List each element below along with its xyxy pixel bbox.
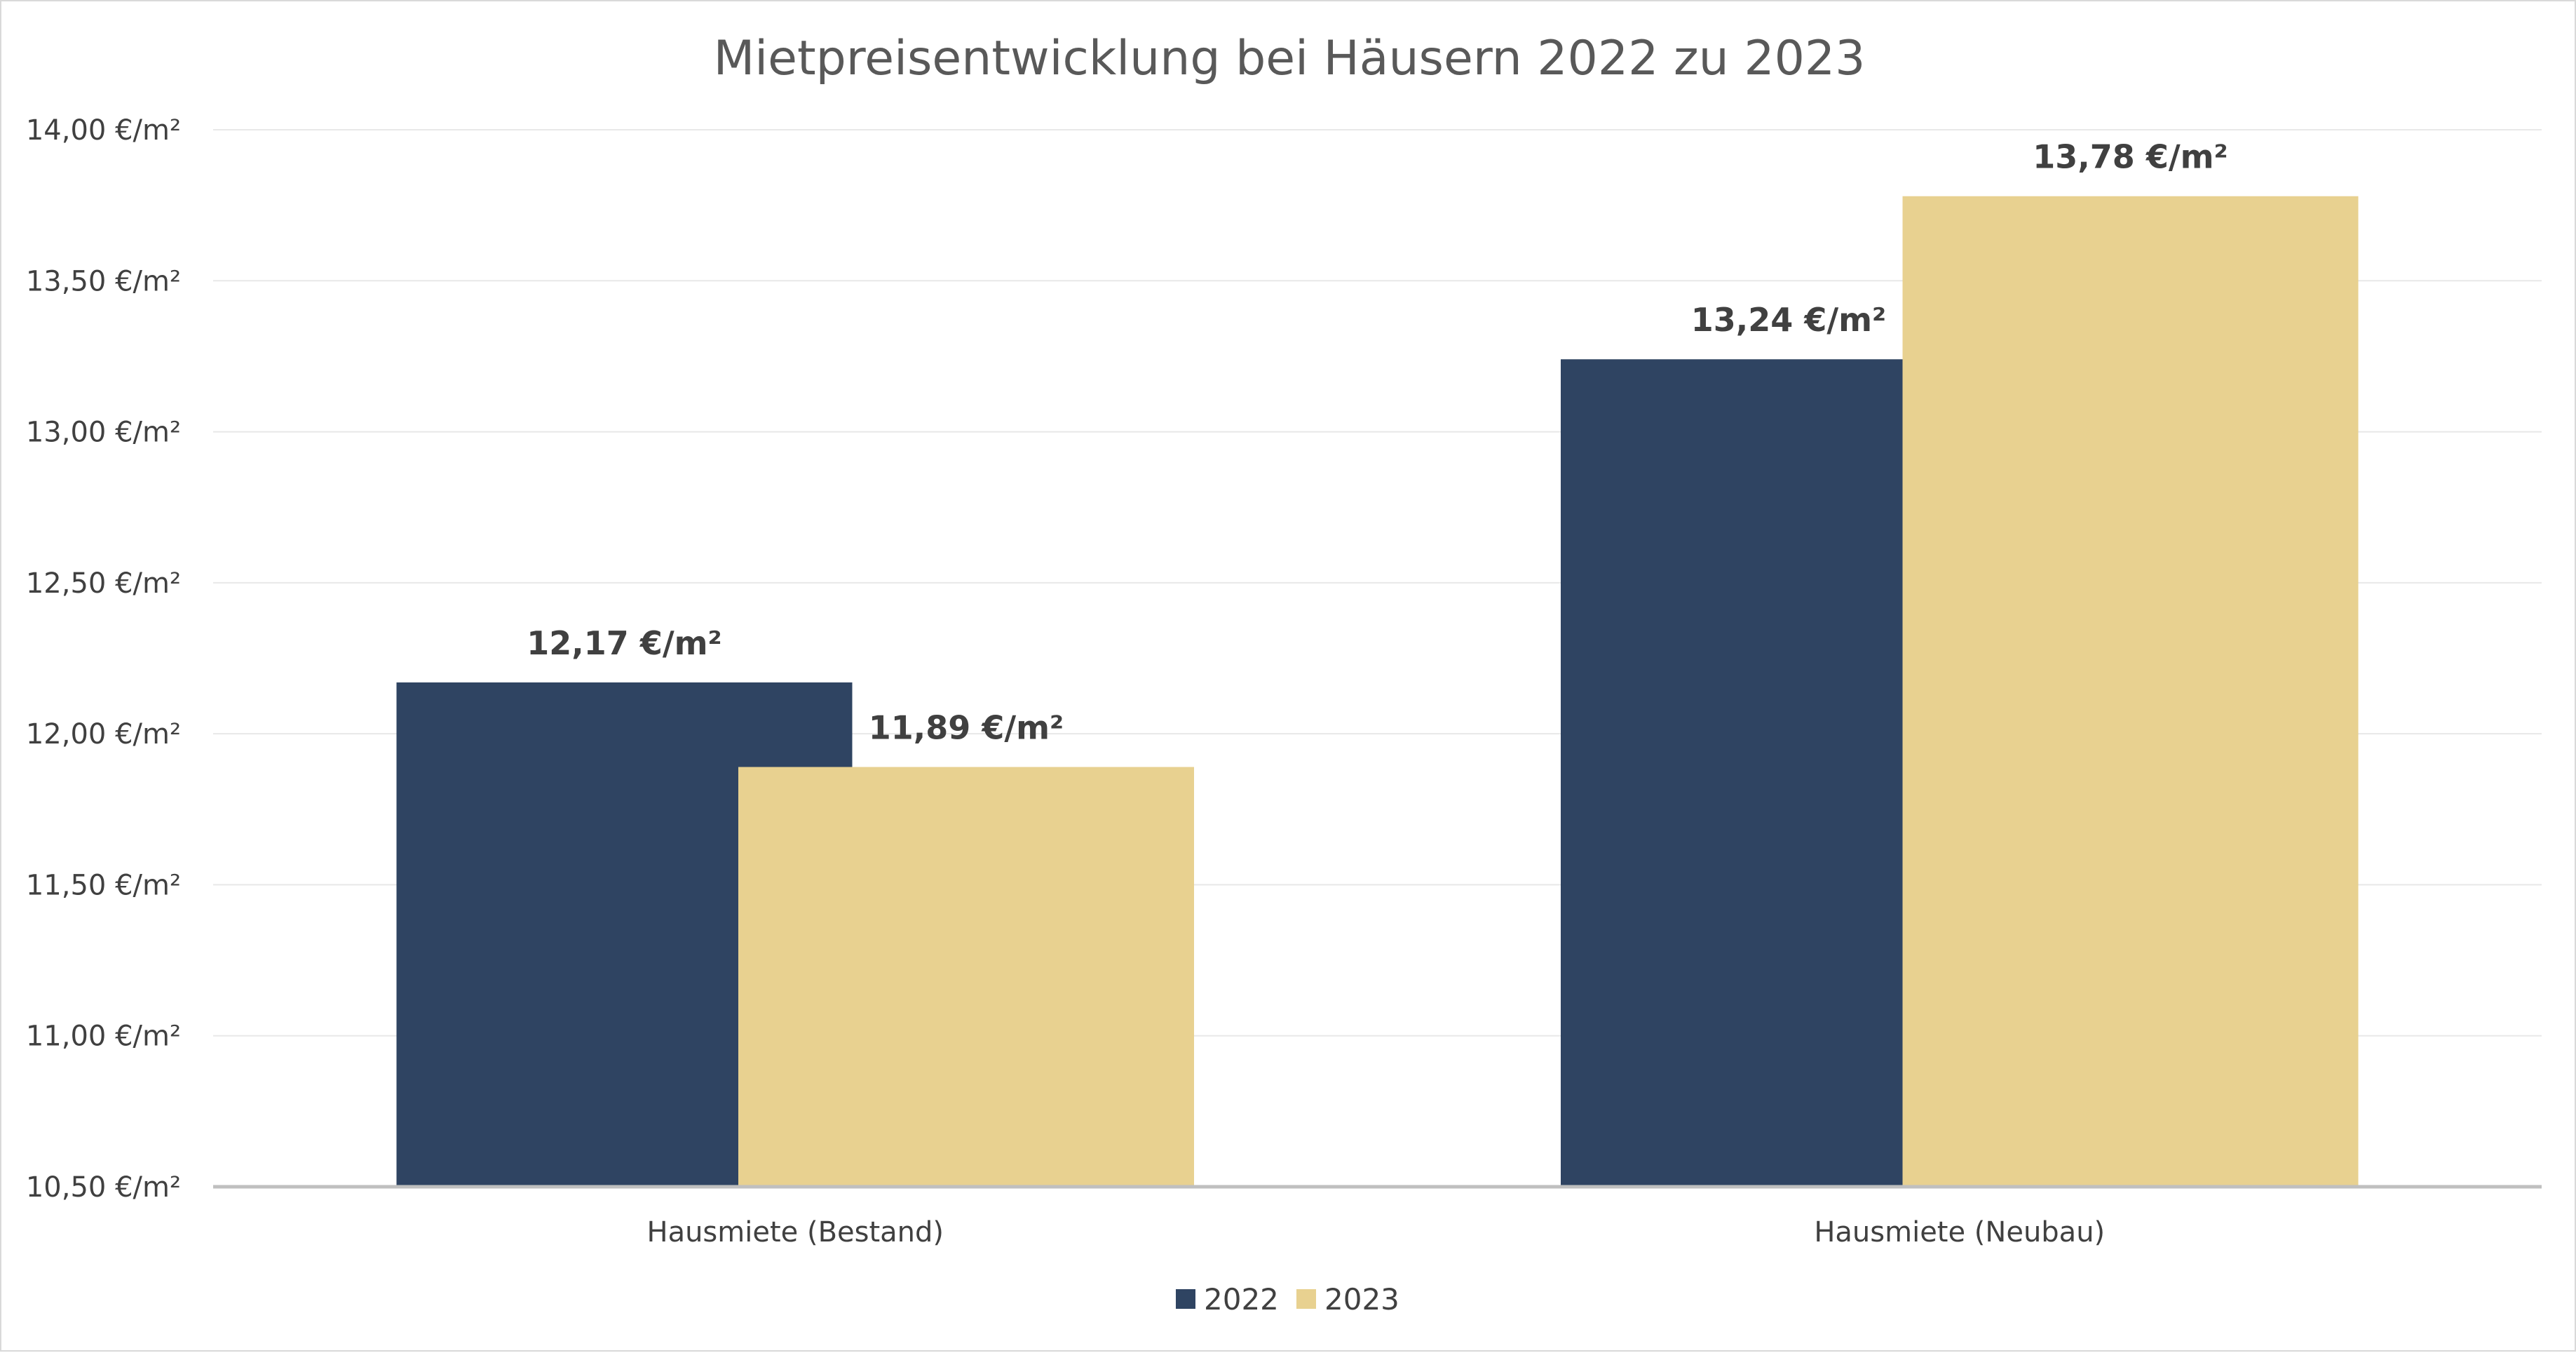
- data-label: 13,78 €/m²: [2033, 138, 2228, 176]
- legend-swatch: [1176, 1289, 1195, 1309]
- y-tick-label: 12,00 €/m²: [26, 718, 181, 750]
- y-tick-label: 13,50 €/m²: [26, 265, 181, 297]
- bar: [1902, 196, 2359, 1187]
- x-tick-label: Hausmiete (Neubau): [1814, 1216, 2105, 1248]
- data-labels: 12,17 €/m² 11,89 €/m² 13,24 €/m² 13,78 €/m²: [527, 138, 2228, 747]
- legend-swatch: [1296, 1289, 1316, 1309]
- y-tick-label: 10,50 €/m²: [26, 1171, 181, 1204]
- y-tick-label: 11,50 €/m²: [26, 869, 181, 901]
- y-tick-label: 11,00 €/m²: [26, 1021, 181, 1053]
- y-axis-ticks: 10,50 €/m² 11,00 €/m² 11,50 €/m² 12,00 €/m²…: [26, 114, 181, 1204]
- x-axis-ticks: Hausmiete (Bestand) Hausmiete (Neubau): [646, 1216, 2105, 1248]
- x-tick-label: Hausmiete (Bestand): [646, 1216, 944, 1248]
- y-tick-label: 13,00 €/m²: [26, 417, 181, 449]
- legend-label: 2023: [1324, 1282, 1399, 1317]
- data-label: 13,24 €/m²: [1691, 301, 1886, 339]
- data-label: 12,17 €/m²: [527, 624, 721, 662]
- legend: 2022 2023: [1176, 1282, 1399, 1317]
- y-tick-label: 12,50 €/m²: [26, 567, 181, 600]
- legend-label: 2022: [1204, 1282, 1279, 1317]
- bar: [738, 767, 1194, 1187]
- chart-title: Mietpreisentwicklung bei Häusern 2022 zu…: [714, 31, 1866, 86]
- y-tick-label: 14,00 €/m²: [26, 114, 181, 147]
- bars: [396, 196, 2359, 1187]
- data-label: 11,89 €/m²: [869, 709, 1064, 747]
